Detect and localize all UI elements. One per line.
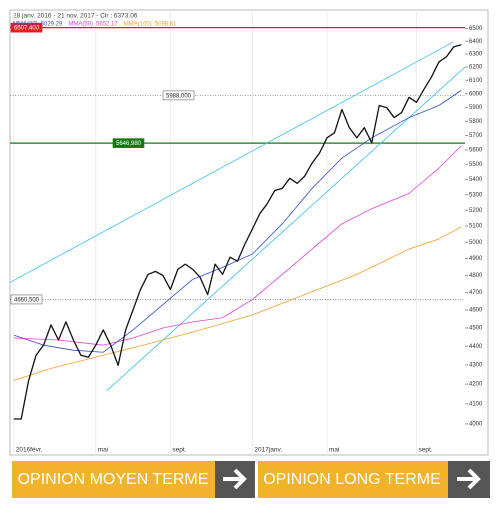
legend-name: MMA(50) xyxy=(68,22,93,28)
y-tick-label: 6500 xyxy=(469,26,483,32)
trend-line xyxy=(9,41,455,283)
y-tick-label: 5000 xyxy=(469,240,483,246)
moving-average-line xyxy=(13,226,462,381)
y-tick-label: 5400 xyxy=(469,177,483,183)
x-tick-label: mai xyxy=(98,447,108,454)
arrow-icon xyxy=(457,468,481,490)
y-tick-label: 6100 xyxy=(469,78,483,84)
reference-label: 4660,500 xyxy=(14,297,40,303)
y-tick-label: 5600 xyxy=(469,147,483,153)
reference-label: 5646,980 xyxy=(116,141,142,147)
y-tick-label: 6000 xyxy=(469,91,483,97)
y-tick-label: 4100 xyxy=(469,401,483,407)
legend-value: 5652.17 xyxy=(96,22,118,28)
y-tick-label: 4500 xyxy=(469,326,483,332)
moving-average-line xyxy=(13,145,462,346)
y-tick-label: 5500 xyxy=(469,162,483,168)
button-long-term[interactable]: OPINION LONG TERME xyxy=(258,461,490,498)
y-tick-label: 4900 xyxy=(469,256,483,262)
y-tick-label: 4200 xyxy=(469,382,483,388)
reference-label: 6507,400 xyxy=(14,26,40,32)
legend-name: MMA(20) xyxy=(13,22,38,28)
y-tick-label: 5700 xyxy=(469,133,483,139)
button-bg xyxy=(258,461,448,498)
y-tick-label: 4700 xyxy=(469,290,483,296)
y-tick-label: 4400 xyxy=(469,344,483,350)
y-tick-label: 5200 xyxy=(469,208,483,214)
reference-label: 5988,000 xyxy=(166,93,192,99)
button-label: OPINION LONG TERME xyxy=(263,471,441,488)
reference-label-box xyxy=(10,22,43,33)
reference-label-box xyxy=(10,294,43,305)
y-tick-label: 4000 xyxy=(469,421,483,427)
y-tick-label: 6200 xyxy=(469,65,483,71)
trend-line xyxy=(106,66,466,391)
y-tick-label: 6400 xyxy=(469,39,483,45)
button-label: OPINION MOYEN TERME xyxy=(18,471,209,488)
y-tick-label: 4300 xyxy=(469,363,483,369)
x-tick-label: 2017janv. xyxy=(254,447,282,454)
legend-name: MMA(100) xyxy=(124,22,152,28)
reference-label-box xyxy=(112,138,145,148)
y-tick-label: 5300 xyxy=(469,192,483,198)
legend-value: 5098.61 xyxy=(155,22,177,28)
y-tick-label: 5800 xyxy=(469,119,483,125)
reference-label-box xyxy=(162,90,195,101)
button-bg xyxy=(12,461,215,498)
legend-value: 6029.29 xyxy=(41,22,63,28)
x-tick-label: sept. xyxy=(172,447,186,454)
buttons: OPINION MOYEN TERME OPINION LONG TERME xyxy=(12,461,490,498)
y-tick-label: 6300 xyxy=(469,52,483,58)
y-tick-label: 5100 xyxy=(469,224,483,230)
y-tick-label: 5900 xyxy=(469,105,483,111)
price-line xyxy=(13,44,462,420)
x-tick-label: sept. xyxy=(419,447,433,454)
button-medium-term[interactable]: OPINION MOYEN TERME xyxy=(12,461,255,498)
y-tick-label: 4800 xyxy=(469,273,483,279)
chart-title: 28 janv. 2016 - 21 nov. 2017 - Clr : 637… xyxy=(13,13,138,20)
arrow-icon xyxy=(223,468,247,490)
y-tick-label: 4600 xyxy=(469,308,483,314)
x-tick-label: mai xyxy=(329,447,339,454)
chart-frame xyxy=(9,9,489,456)
x-tick-label: 2016févr. xyxy=(16,447,43,454)
